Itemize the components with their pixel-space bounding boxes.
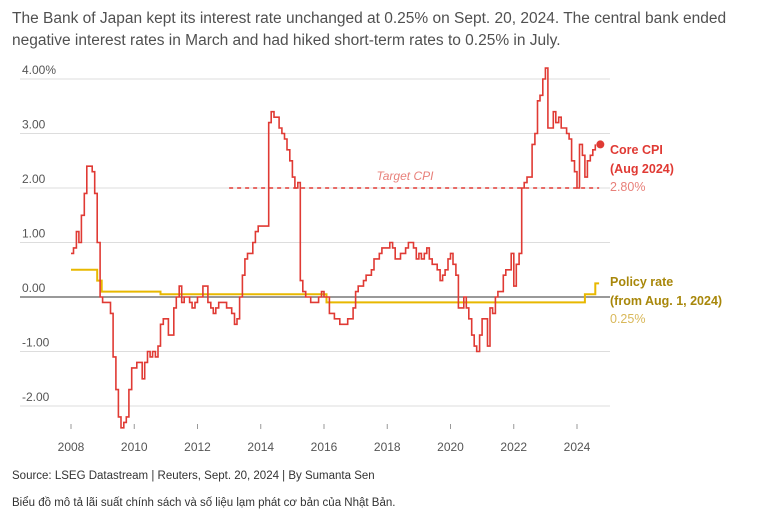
- y-tick-label: 0.00: [22, 281, 46, 295]
- x-tick-label: 2020: [437, 440, 464, 454]
- y-tick-label: 1.00: [22, 227, 46, 241]
- chart-area: 4.00% 3.00 2.00 1.00 0.00 -1.00 -2.00 2008 2010 2…: [20, 63, 722, 454]
- y-tick-label: 4.00%: [22, 63, 56, 77]
- policy-series-line: [71, 268, 600, 304]
- x-tick-label: 2024: [564, 440, 591, 454]
- source-line: Source: LSEG Datastream | Reuters, Sept.…: [12, 470, 375, 482]
- policy-series-name: Policy rate: [610, 275, 673, 289]
- chart-subtitle: The Bank of Japan kept its interest rate…: [12, 10, 727, 49]
- x-tick-label: 2018: [374, 440, 401, 454]
- y-tick-label: -1.00: [22, 336, 50, 350]
- x-tick-label: 2012: [184, 440, 211, 454]
- y-tick-label: -2.00: [22, 390, 50, 404]
- x-tick-label: 2008: [58, 440, 85, 454]
- x-tick-label: 2010: [121, 440, 148, 454]
- cpi-series-name: Core CPI: [610, 143, 663, 157]
- y-tick-label: 2.00: [22, 172, 46, 186]
- y-tick-label: 3.00: [22, 118, 46, 132]
- cpi-value-label: 2.80%: [610, 180, 645, 194]
- policy-series-name-sub: (from Aug. 1, 2024): [610, 294, 722, 308]
- cpi-series-name-sub: (Aug 2024): [610, 162, 674, 176]
- x-tick-label: 2022: [500, 440, 527, 454]
- cpi-series-line: [71, 67, 597, 429]
- chart-caption: Biểu đồ mô tả lãi suất chính sách và số …: [12, 497, 396, 509]
- policy-value-label: 0.25%: [610, 312, 645, 326]
- x-tick-label: 2016: [311, 440, 338, 454]
- target-cpi-label: Target CPI: [377, 169, 435, 183]
- x-tick-label: 2014: [247, 440, 274, 454]
- cpi-end-point: [596, 140, 605, 149]
